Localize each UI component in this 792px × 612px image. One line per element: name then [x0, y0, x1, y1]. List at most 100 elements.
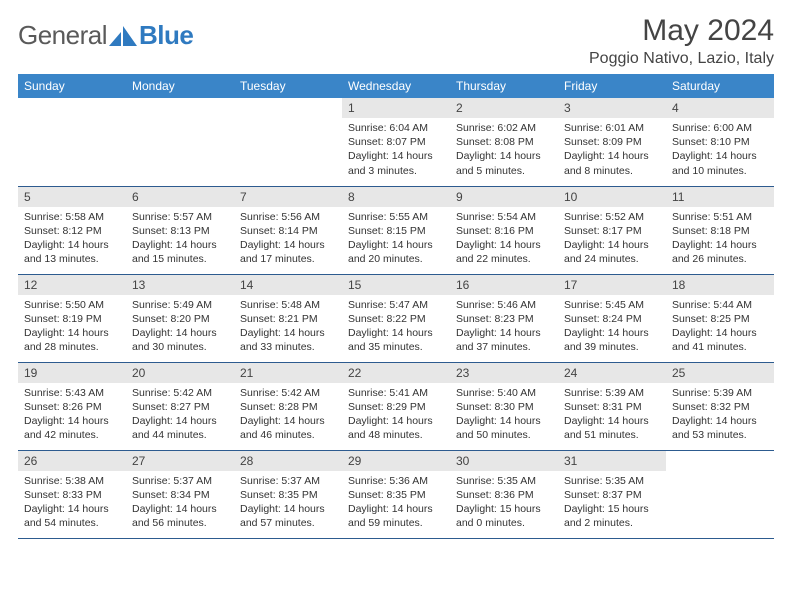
sunset-line: Sunset: 8:16 PM — [456, 224, 552, 238]
day-data — [126, 116, 234, 123]
sunset-line: Sunset: 8:30 PM — [456, 400, 552, 414]
sunset-line: Sunset: 8:35 PM — [348, 488, 444, 502]
brand-name-2: Blue — [139, 20, 193, 51]
header: General Blue May 2024 Poggio Nativo, Laz… — [18, 14, 774, 68]
sunset-line: Sunset: 8:24 PM — [564, 312, 660, 326]
day-number: 18 — [666, 275, 774, 295]
calendar-cell: 1Sunrise: 6:04 AMSunset: 8:07 PMDaylight… — [342, 98, 450, 186]
dow-row: SundayMondayTuesdayWednesdayThursdayFrid… — [18, 74, 774, 98]
sunrise-line: Sunrise: 5:38 AM — [24, 474, 120, 488]
sunrise-line: Sunrise: 5:44 AM — [672, 298, 768, 312]
day-number: 14 — [234, 275, 342, 295]
calendar-cell: 4Sunrise: 6:00 AMSunset: 8:10 PMDaylight… — [666, 98, 774, 186]
day-number: 7 — [234, 187, 342, 207]
day-number: 15 — [342, 275, 450, 295]
day-number: 4 — [666, 98, 774, 118]
daylight-line: Daylight: 14 hours and 28 minutes. — [24, 326, 120, 354]
calendar-cell: 7Sunrise: 5:56 AMSunset: 8:14 PMDaylight… — [234, 186, 342, 274]
dow-header: Thursday — [450, 74, 558, 98]
day-number: 5 — [18, 187, 126, 207]
dow-header: Saturday — [666, 74, 774, 98]
day-data: Sunrise: 5:41 AMSunset: 8:29 PMDaylight:… — [342, 383, 450, 447]
daylight-line: Daylight: 14 hours and 41 minutes. — [672, 326, 768, 354]
calendar-cell: 17Sunrise: 5:45 AMSunset: 8:24 PMDayligh… — [558, 274, 666, 362]
daylight-line: Daylight: 15 hours and 0 minutes. — [456, 502, 552, 530]
location: Poggio Nativo, Lazio, Italy — [589, 50, 774, 68]
calendar-cell: 2Sunrise: 6:02 AMSunset: 8:08 PMDaylight… — [450, 98, 558, 186]
day-data: Sunrise: 5:55 AMSunset: 8:15 PMDaylight:… — [342, 207, 450, 271]
day-number: 31 — [558, 451, 666, 471]
sunrise-line: Sunrise: 6:01 AM — [564, 121, 660, 135]
day-number: 16 — [450, 275, 558, 295]
daylight-line: Daylight: 14 hours and 46 minutes. — [240, 414, 336, 442]
sunrise-line: Sunrise: 6:04 AM — [348, 121, 444, 135]
sunset-line: Sunset: 8:21 PM — [240, 312, 336, 326]
daylight-line: Daylight: 14 hours and 42 minutes. — [24, 414, 120, 442]
sail-icon — [109, 26, 137, 46]
day-number: 30 — [450, 451, 558, 471]
day-data: Sunrise: 6:00 AMSunset: 8:10 PMDaylight:… — [666, 118, 774, 182]
daylight-line: Daylight: 14 hours and 56 minutes. — [132, 502, 228, 530]
sunset-line: Sunset: 8:37 PM — [564, 488, 660, 502]
calendar-cell: 10Sunrise: 5:52 AMSunset: 8:17 PMDayligh… — [558, 186, 666, 274]
sunrise-line: Sunrise: 5:37 AM — [240, 474, 336, 488]
sunset-line: Sunset: 8:09 PM — [564, 135, 660, 149]
sunrise-line: Sunrise: 5:35 AM — [456, 474, 552, 488]
calendar-head: SundayMondayTuesdayWednesdayThursdayFrid… — [18, 74, 774, 98]
calendar-cell: 13Sunrise: 5:49 AMSunset: 8:20 PMDayligh… — [126, 274, 234, 362]
sunset-line: Sunset: 8:22 PM — [348, 312, 444, 326]
calendar-week: 19Sunrise: 5:43 AMSunset: 8:26 PMDayligh… — [18, 362, 774, 450]
sunrise-line: Sunrise: 5:48 AM — [240, 298, 336, 312]
sunrise-line: Sunrise: 5:37 AM — [132, 474, 228, 488]
sunset-line: Sunset: 8:12 PM — [24, 224, 120, 238]
daylight-line: Daylight: 14 hours and 24 minutes. — [564, 238, 660, 266]
sunrise-line: Sunrise: 5:43 AM — [24, 386, 120, 400]
daylight-line: Daylight: 14 hours and 22 minutes. — [456, 238, 552, 266]
sunrise-line: Sunrise: 5:41 AM — [348, 386, 444, 400]
daylight-line: Daylight: 14 hours and 30 minutes. — [132, 326, 228, 354]
day-data: Sunrise: 5:43 AMSunset: 8:26 PMDaylight:… — [18, 383, 126, 447]
day-number: 17 — [558, 275, 666, 295]
day-number — [234, 98, 342, 116]
daylight-line: Daylight: 14 hours and 10 minutes. — [672, 149, 768, 177]
dow-header: Wednesday — [342, 74, 450, 98]
calendar-cell: 5Sunrise: 5:58 AMSunset: 8:12 PMDaylight… — [18, 186, 126, 274]
day-number: 6 — [126, 187, 234, 207]
day-data — [18, 116, 126, 123]
sunrise-line: Sunrise: 5:54 AM — [456, 210, 552, 224]
calendar-table: SundayMondayTuesdayWednesdayThursdayFrid… — [18, 74, 774, 539]
daylight-line: Daylight: 14 hours and 15 minutes. — [132, 238, 228, 266]
daylight-line: Daylight: 14 hours and 48 minutes. — [348, 414, 444, 442]
day-number: 26 — [18, 451, 126, 471]
day-number: 23 — [450, 363, 558, 383]
day-data: Sunrise: 6:04 AMSunset: 8:07 PMDaylight:… — [342, 118, 450, 182]
day-data: Sunrise: 5:37 AMSunset: 8:35 PMDaylight:… — [234, 471, 342, 535]
daylight-line: Daylight: 14 hours and 3 minutes. — [348, 149, 444, 177]
sunset-line: Sunset: 8:32 PM — [672, 400, 768, 414]
sunset-line: Sunset: 8:33 PM — [24, 488, 120, 502]
day-number: 9 — [450, 187, 558, 207]
sunrise-line: Sunrise: 5:36 AM — [348, 474, 444, 488]
day-data: Sunrise: 5:39 AMSunset: 8:31 PMDaylight:… — [558, 383, 666, 447]
daylight-line: Daylight: 15 hours and 2 minutes. — [564, 502, 660, 530]
sunrise-line: Sunrise: 5:42 AM — [132, 386, 228, 400]
sunrise-line: Sunrise: 6:00 AM — [672, 121, 768, 135]
daylight-line: Daylight: 14 hours and 13 minutes. — [24, 238, 120, 266]
sunset-line: Sunset: 8:15 PM — [348, 224, 444, 238]
sunrise-line: Sunrise: 5:56 AM — [240, 210, 336, 224]
sunset-line: Sunset: 8:31 PM — [564, 400, 660, 414]
calendar-cell: 26Sunrise: 5:38 AMSunset: 8:33 PMDayligh… — [18, 450, 126, 538]
day-data: Sunrise: 5:57 AMSunset: 8:13 PMDaylight:… — [126, 207, 234, 271]
brand-logo: General Blue — [18, 20, 193, 51]
calendar-cell: 21Sunrise: 5:42 AMSunset: 8:28 PMDayligh… — [234, 362, 342, 450]
day-number: 19 — [18, 363, 126, 383]
sunset-line: Sunset: 8:35 PM — [240, 488, 336, 502]
calendar-cell: 18Sunrise: 5:44 AMSunset: 8:25 PMDayligh… — [666, 274, 774, 362]
sunset-line: Sunset: 8:28 PM — [240, 400, 336, 414]
day-data: Sunrise: 5:54 AMSunset: 8:16 PMDaylight:… — [450, 207, 558, 271]
daylight-line: Daylight: 14 hours and 8 minutes. — [564, 149, 660, 177]
calendar-cell: 6Sunrise: 5:57 AMSunset: 8:13 PMDaylight… — [126, 186, 234, 274]
calendar-week: 5Sunrise: 5:58 AMSunset: 8:12 PMDaylight… — [18, 186, 774, 274]
daylight-line: Daylight: 14 hours and 17 minutes. — [240, 238, 336, 266]
day-data: Sunrise: 5:51 AMSunset: 8:18 PMDaylight:… — [666, 207, 774, 271]
